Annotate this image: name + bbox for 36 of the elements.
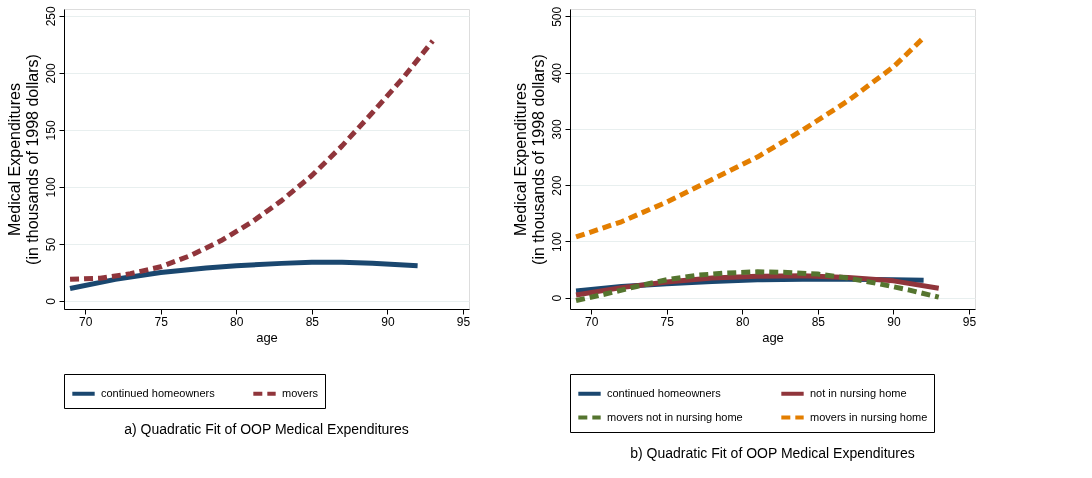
y-tick-label: 400	[549, 62, 564, 84]
text: a) Quadratic Fit of OOP Medical Expenditures	[124, 420, 409, 437]
x-tick-label: 80	[230, 314, 244, 329]
y-tick-label: 100	[549, 231, 564, 252]
x-tick-label: 85	[811, 314, 826, 329]
legend-label: movers not in nursing home	[607, 410, 743, 423]
x-tick-label: 95	[962, 314, 977, 329]
y-tick-label: 300	[549, 119, 564, 140]
text: b) Quadratic Fit of OOP Medical Expenditures	[630, 444, 915, 461]
x-axis-title: age	[256, 329, 278, 345]
y-tick-label: 200	[549, 175, 564, 196]
legend-label: continued homeowners	[101, 386, 216, 399]
x-tick-label: 70	[584, 314, 599, 329]
x-tick-label: 90	[887, 314, 901, 329]
y-tick-label: 250	[43, 6, 58, 27]
y-tick-label: 100	[43, 177, 58, 198]
x-tick-label: 70	[78, 314, 93, 329]
x-tick-label: 85	[305, 314, 320, 329]
y-tick-label: 0	[43, 297, 58, 305]
y-axis-title: Medical Expenditures (in thousands of 1998 dollars)	[5, 54, 41, 265]
y-axis-title: Medical Expenditures (in thousands of 1998 dollars)	[511, 54, 547, 265]
legend-label: movers	[282, 386, 319, 399]
x-tick-label: 90	[381, 314, 395, 329]
legend-label: movers in nursing home	[810, 410, 928, 423]
y-tick-label: 50	[43, 237, 58, 252]
x-tick-label: 75	[154, 314, 169, 329]
y-tick-label: 500	[549, 6, 564, 27]
y-tick-label: 200	[43, 63, 58, 84]
legend-label: continued homeowners	[607, 386, 722, 399]
legend-label: not in nursing home	[810, 386, 907, 399]
x-axis-title: age	[762, 329, 784, 345]
y-tick-label: 150	[43, 120, 58, 141]
x-tick-label: 80	[736, 314, 750, 329]
x-tick-label: 75	[660, 314, 675, 329]
y-tick-label: 0	[549, 294, 564, 302]
x-tick-label: 95	[456, 314, 471, 329]
